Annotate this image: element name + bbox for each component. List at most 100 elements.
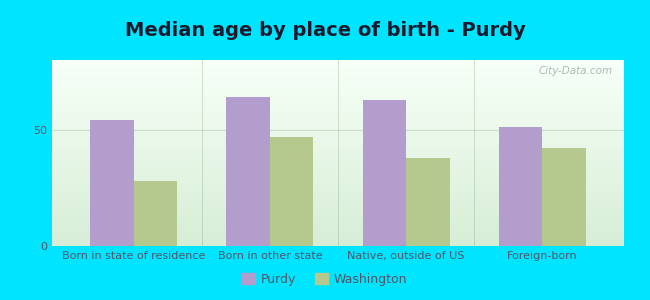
Bar — [52, 88, 624, 89]
Bar — [52, 239, 624, 240]
Bar — [52, 113, 624, 114]
Bar — [52, 169, 624, 170]
Bar — [52, 218, 624, 219]
Bar — [52, 160, 624, 161]
Bar — [52, 61, 624, 62]
Bar — [52, 212, 624, 214]
Bar — [52, 217, 624, 218]
Bar — [52, 171, 624, 172]
Bar — [52, 142, 624, 143]
Bar — [52, 214, 624, 215]
Bar — [52, 104, 624, 105]
Bar — [52, 135, 624, 136]
Bar — [52, 210, 624, 211]
Bar — [52, 167, 624, 168]
Bar — [52, 184, 624, 185]
Bar — [52, 164, 624, 165]
Bar — [52, 180, 624, 181]
Bar — [52, 236, 624, 237]
Bar — [52, 154, 624, 155]
Bar — [52, 178, 624, 179]
Bar — [270, 137, 313, 246]
Bar — [52, 224, 624, 225]
Bar — [52, 89, 624, 90]
Bar — [52, 152, 624, 153]
Bar — [52, 102, 624, 103]
Bar — [52, 243, 624, 244]
Bar — [52, 94, 624, 95]
Bar — [52, 126, 624, 127]
Bar — [52, 145, 624, 146]
Bar — [52, 97, 624, 98]
Bar — [52, 106, 624, 107]
Bar — [52, 168, 624, 169]
Bar — [52, 138, 624, 139]
Bar — [52, 147, 624, 148]
Bar — [52, 200, 624, 201]
Bar — [52, 79, 624, 80]
Bar — [52, 130, 624, 131]
Bar — [52, 99, 624, 100]
Bar — [499, 128, 542, 246]
Bar — [52, 124, 624, 125]
Bar — [52, 202, 624, 203]
Bar — [52, 137, 624, 138]
Bar — [52, 109, 624, 110]
Bar — [52, 188, 624, 189]
Bar — [52, 241, 624, 242]
Bar — [52, 166, 624, 167]
Bar — [52, 179, 624, 180]
Bar — [52, 165, 624, 166]
Bar — [52, 175, 624, 176]
Bar — [52, 95, 624, 96]
Bar — [52, 155, 624, 156]
Bar — [52, 221, 624, 222]
Bar — [90, 120, 134, 246]
Bar — [52, 238, 624, 239]
Bar — [52, 170, 624, 171]
Bar — [52, 98, 624, 99]
Bar — [52, 76, 624, 77]
Bar — [52, 163, 624, 164]
Bar — [52, 185, 624, 187]
Bar — [52, 225, 624, 226]
Bar — [52, 101, 624, 102]
Bar — [52, 77, 624, 78]
Bar — [52, 128, 624, 129]
Bar — [52, 69, 624, 70]
Bar — [52, 195, 624, 196]
Bar — [52, 67, 624, 68]
Bar — [52, 174, 624, 175]
Bar — [52, 108, 624, 109]
Bar — [52, 235, 624, 236]
Bar — [52, 223, 624, 224]
Bar — [52, 146, 624, 147]
Legend: Purdy, Washington: Purdy, Washington — [237, 268, 413, 291]
Bar — [226, 97, 270, 246]
Bar — [52, 201, 624, 202]
Bar — [52, 111, 624, 112]
Bar — [52, 139, 624, 140]
Bar — [52, 215, 624, 216]
Bar — [52, 150, 624, 151]
Bar — [52, 60, 624, 61]
Bar — [52, 189, 624, 190]
Bar — [52, 149, 624, 150]
Bar — [52, 191, 624, 192]
Bar — [52, 194, 624, 195]
Bar — [52, 237, 624, 238]
Bar — [52, 151, 624, 152]
Bar — [52, 158, 624, 159]
Bar — [52, 118, 624, 119]
Bar — [52, 105, 624, 106]
Bar — [363, 100, 406, 246]
Bar — [52, 119, 624, 120]
Bar — [52, 87, 624, 88]
Bar — [52, 103, 624, 104]
Bar — [52, 182, 624, 183]
Bar — [52, 73, 624, 74]
Bar — [52, 143, 624, 144]
Bar — [52, 75, 624, 76]
Bar — [52, 205, 624, 206]
Bar — [52, 177, 624, 178]
